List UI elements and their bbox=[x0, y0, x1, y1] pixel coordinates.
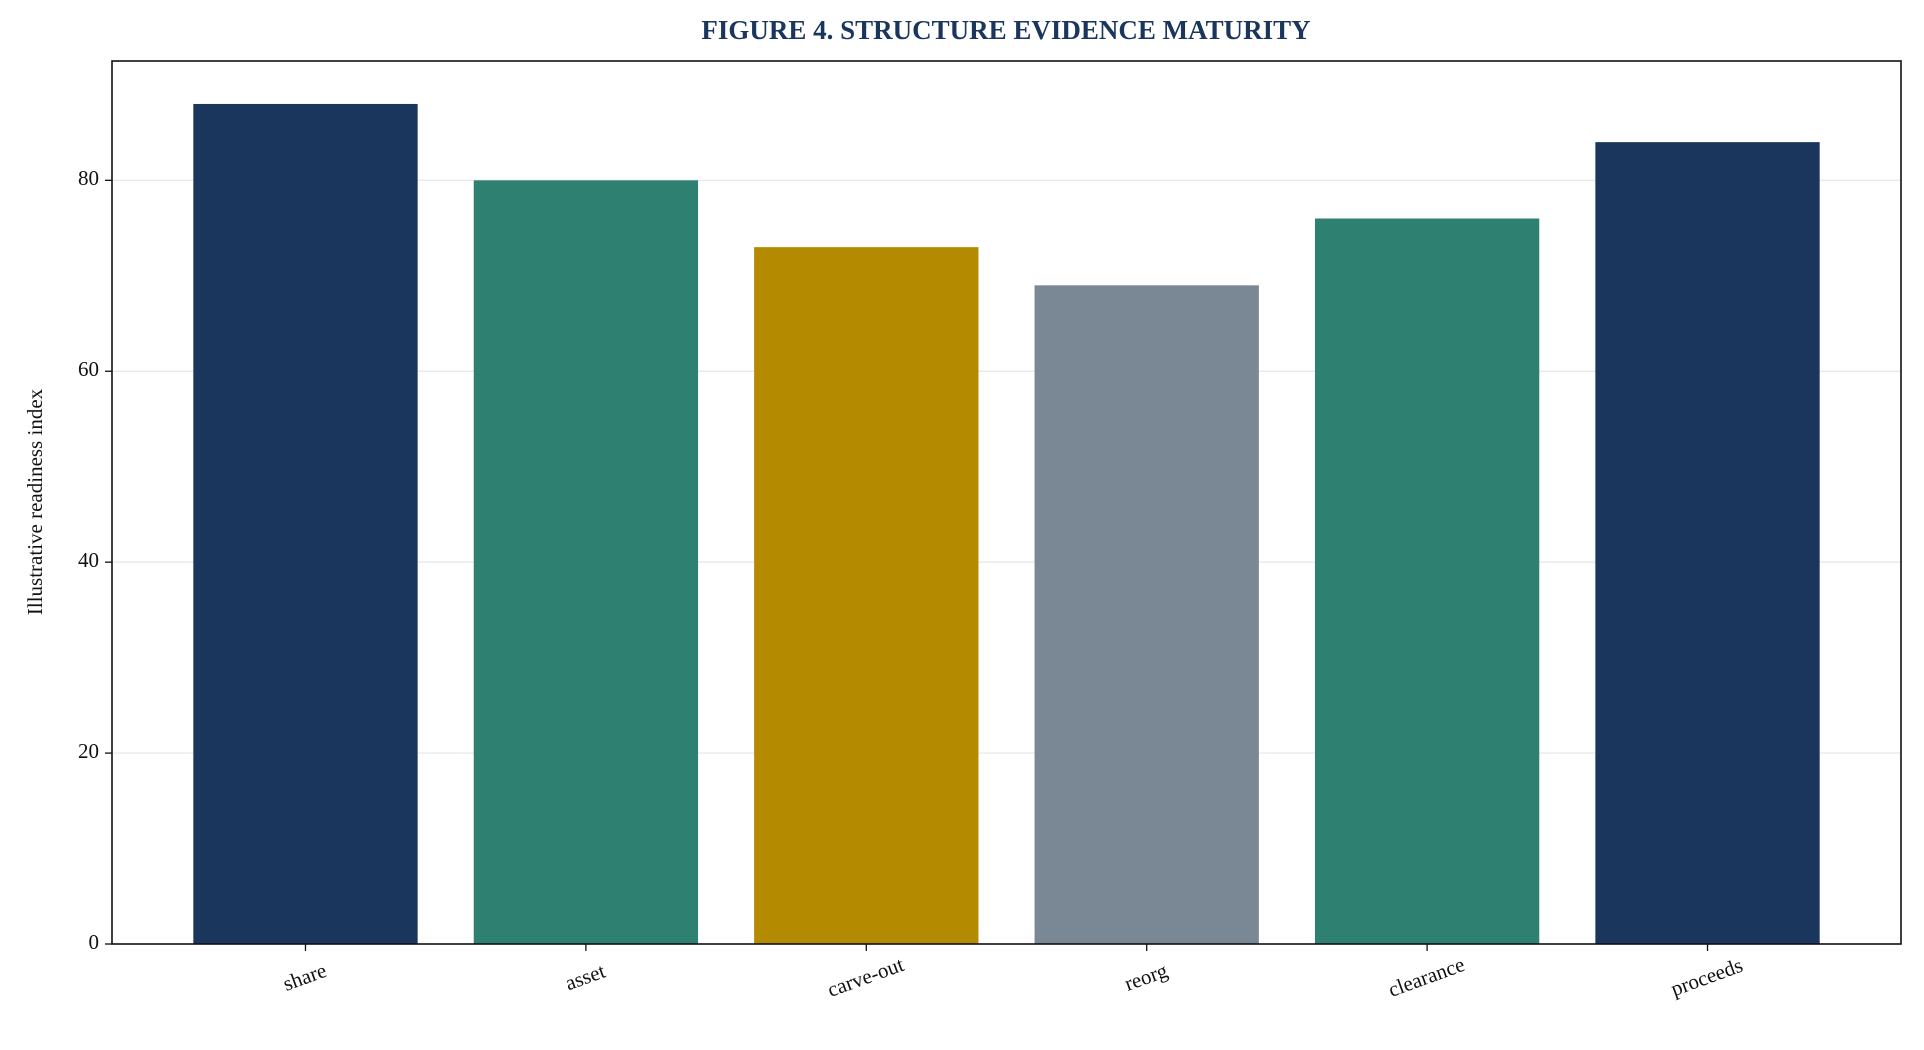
bar bbox=[193, 103, 418, 944]
chart-title: FIGURE 4. STRUCTURE EVIDENCE MATURITY bbox=[701, 15, 1310, 45]
y-axis-label: Illustrative readiness index bbox=[23, 388, 47, 615]
y-tick-label: 40 bbox=[78, 548, 99, 572]
y-tick-label: 20 bbox=[78, 739, 99, 763]
y-tick-label: 0 bbox=[89, 930, 100, 954]
y-tick-label: 60 bbox=[78, 357, 99, 381]
x-tick-label: reorg bbox=[1121, 958, 1171, 996]
y-tick-label: 80 bbox=[78, 166, 99, 190]
x-tick-label: share bbox=[280, 958, 330, 996]
x-tick-label: proceeds bbox=[1668, 953, 1746, 1001]
bar bbox=[1034, 285, 1259, 945]
x-tick-label: asset bbox=[562, 959, 609, 996]
bar bbox=[1314, 218, 1540, 944]
bar bbox=[473, 180, 699, 944]
plot-frame bbox=[111, 60, 1902, 945]
bar bbox=[1595, 142, 1820, 945]
x-tick-label: clearance bbox=[1385, 952, 1468, 1002]
x-tick-label: carve-out bbox=[824, 952, 907, 1002]
bar bbox=[754, 247, 979, 945]
